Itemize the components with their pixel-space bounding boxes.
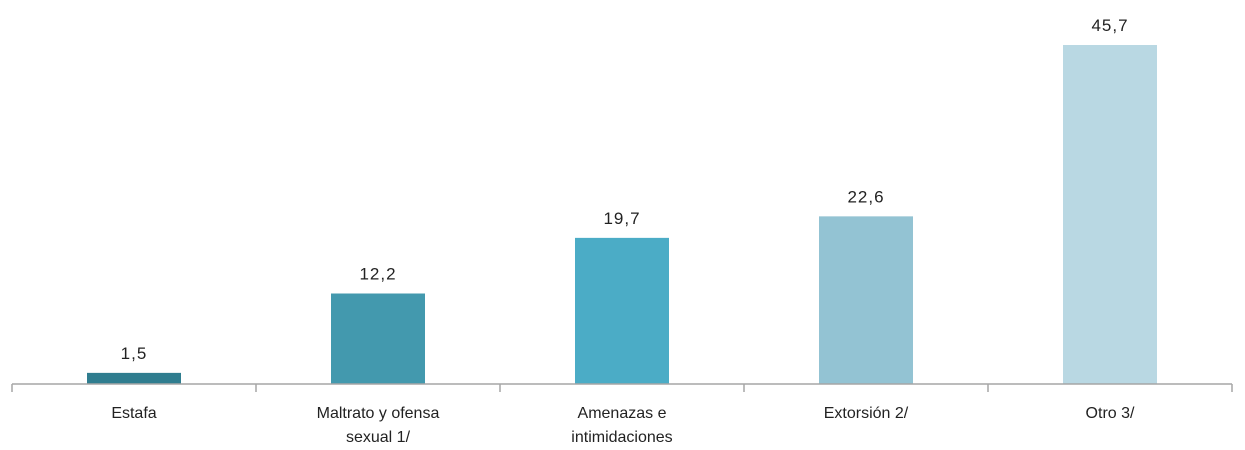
bar [819,216,913,384]
x-axis-ticks [11,384,1233,392]
bar [87,372,181,384]
bar-value-label: 1,5 [121,344,148,363]
category-label: intimidaciones [571,429,672,446]
bar-value-label: 12,2 [359,265,396,284]
bar-value-label: 22,6 [847,187,884,206]
category-label: sexual 1/ [346,429,411,446]
category-label: Estafa [111,405,156,422]
category-label: Maltrato y ofensa [317,405,440,422]
bar-value-label: 19,7 [603,209,640,228]
category-label: Extorsión 2/ [824,405,909,422]
bar-value-label: 45,7 [1091,16,1128,35]
bars-group [87,45,1157,384]
bar [575,237,669,384]
bar [331,293,425,384]
category-label: Otro 3/ [1086,405,1135,422]
value-labels-group: 1,5 12,2 19,7 22,6 45,7 [121,16,1128,363]
bar [1063,45,1157,384]
category-labels-group: Estafa Maltrato y ofensa sexual 1/Amenazas… [111,405,1135,446]
category-label: Amenazas e [578,405,667,422]
